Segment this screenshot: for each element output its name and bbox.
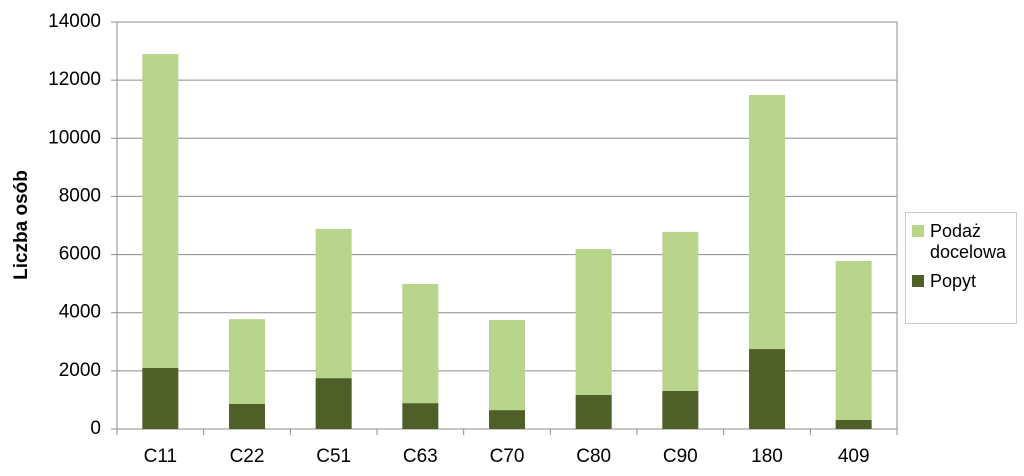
bar-segment	[402, 283, 439, 404]
y-tick-label: 12000	[48, 69, 101, 90]
y-tick-label: 14000	[48, 11, 101, 32]
x-tick-label: C51	[316, 446, 351, 467]
x-tick-label: C80	[576, 446, 611, 467]
bar-segment	[142, 53, 179, 368]
bar-segment	[835, 419, 872, 429]
legend: Podaż docelowa Popyt	[905, 212, 1017, 324]
bar-segment	[835, 260, 872, 420]
x-tick-label: C11	[144, 446, 177, 467]
legend-swatch	[912, 225, 924, 237]
x-tick-label: 409	[838, 446, 870, 467]
bar-segment	[662, 390, 699, 429]
bar-segment	[142, 367, 179, 429]
x-tick-label: C70	[490, 446, 525, 467]
bar-segment	[315, 228, 352, 379]
x-tick-label: 180	[751, 446, 783, 467]
bar-segment	[489, 319, 525, 411]
x-tick-label: C90	[663, 446, 698, 467]
y-axis-label: Liczba osób	[11, 170, 32, 280]
bar-segment	[575, 249, 612, 395]
bar-segment	[229, 319, 265, 404]
y-tick-label: 2000	[59, 360, 101, 381]
legend-label: Popyt	[930, 271, 977, 291]
legend-item: Popyt	[912, 271, 1010, 292]
bar-segment	[575, 394, 612, 429]
y-tick-label: 6000	[59, 244, 101, 265]
legend-label: Podaż docelowa	[930, 221, 1007, 262]
bar-segment	[662, 231, 699, 391]
bar-segment	[402, 403, 439, 429]
y-tick-label: 4000	[59, 302, 101, 323]
y-tick-label: 10000	[48, 127, 101, 148]
bar-segment	[749, 94, 785, 350]
bar-segment	[749, 349, 785, 429]
y-tick-label: 8000	[59, 185, 101, 206]
x-tick-label: C63	[403, 446, 438, 467]
bar-segment	[315, 378, 352, 429]
y-tick-label: 0	[90, 418, 101, 439]
x-tick-label: C22	[230, 446, 265, 467]
legend-swatch	[912, 275, 924, 287]
bar-segment	[489, 410, 525, 429]
legend-item: Podaż docelowa	[912, 221, 1010, 263]
bar-segment	[229, 403, 265, 429]
